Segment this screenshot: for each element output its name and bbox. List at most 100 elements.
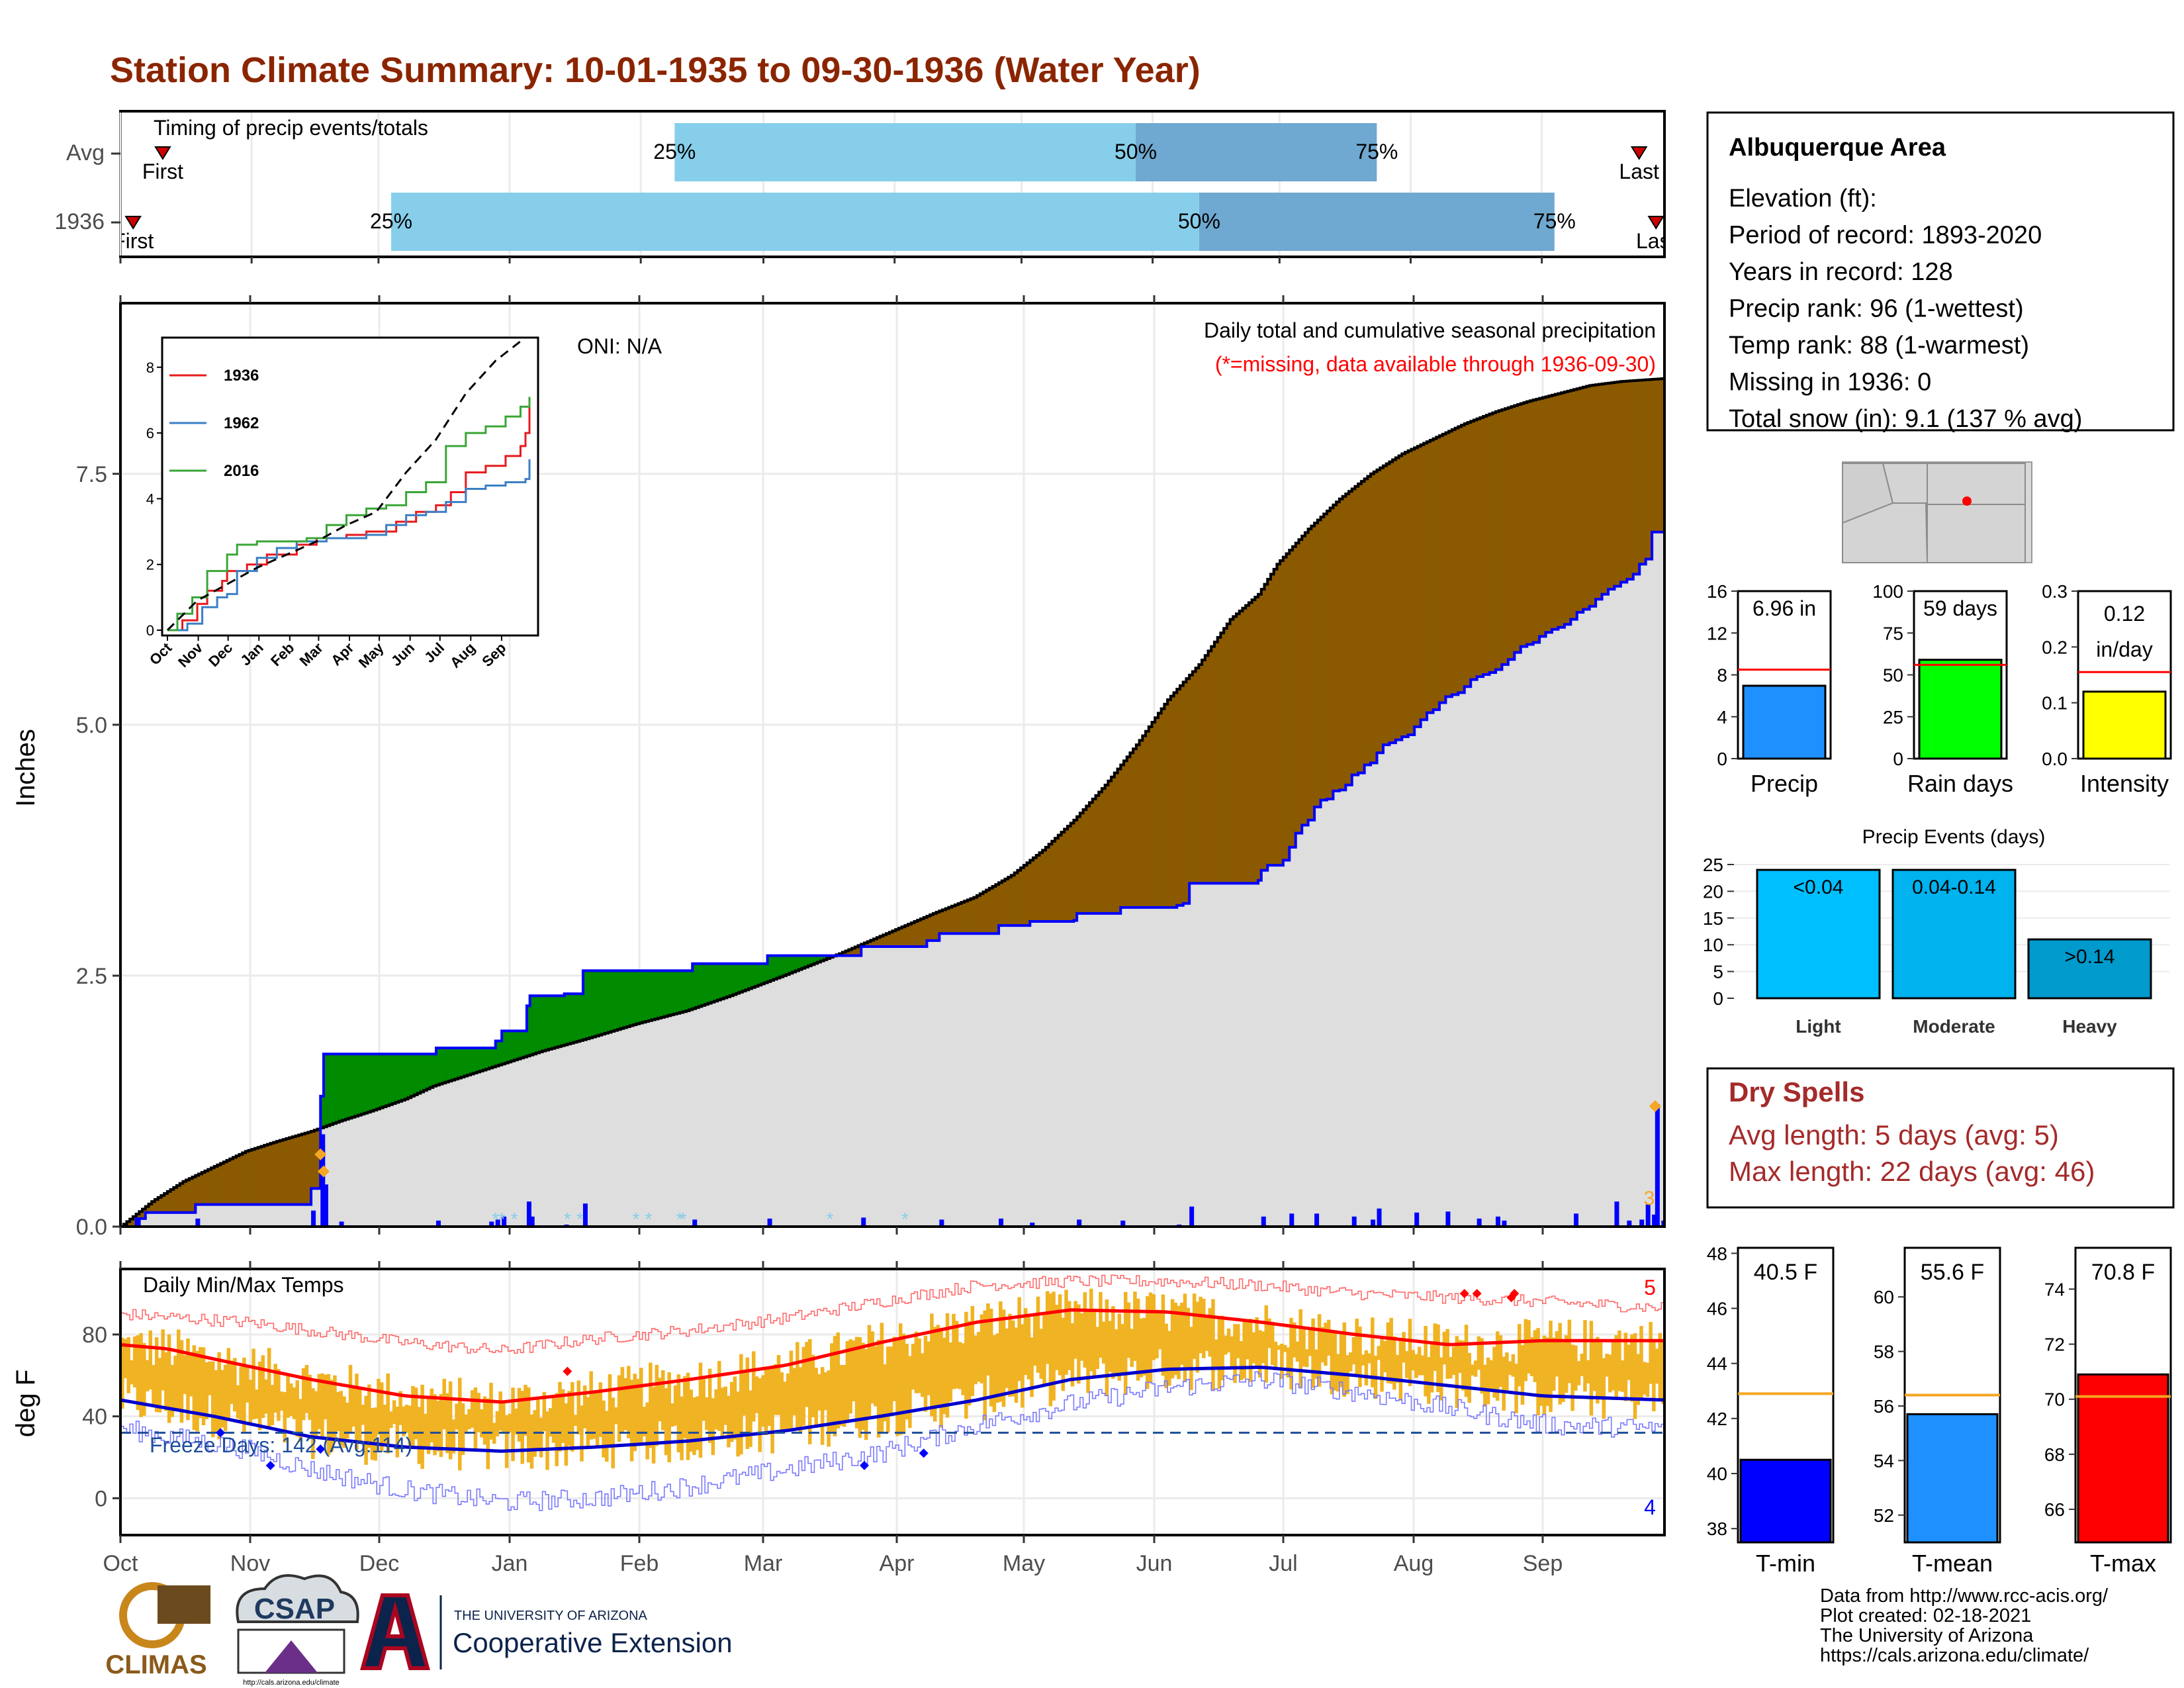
precip-daily-bar: [339, 1221, 344, 1227]
temp-y-tick-label: 40: [82, 1405, 107, 1430]
temp-daily-range-bar: [1483, 1364, 1487, 1407]
precip-daily-bar: [1371, 1219, 1376, 1227]
precip-deficit-segment: [1649, 379, 1653, 559]
temp-daily-range-bar: [279, 1391, 284, 1411]
temp-daily-range-bar: [833, 1336, 837, 1436]
precip-record-marker: [1649, 1100, 1661, 1113]
precip-daily-bar: [1655, 1104, 1660, 1227]
precip-daily-bar: [861, 1217, 866, 1227]
temp-daily-range-bar: [480, 1409, 484, 1438]
precip-deficit-segment: [1236, 614, 1240, 884]
temp-daily-range-bar: [611, 1397, 615, 1469]
temp-daily-range-bar: [1217, 1317, 1222, 1389]
temp-daily-range-bar: [1574, 1345, 1578, 1391]
temp-y-ticks: 0 40 80: [82, 1261, 1544, 1543]
precip-deficit-segment: [942, 910, 946, 934]
temp-daily-range-bar: [686, 1372, 690, 1460]
precip-events-chart: Precip Events (days) 0 5 10 15 20 25 <0.04 Ligh…: [1703, 826, 2169, 1037]
temp-summary-value-label: 70.8 F: [2091, 1260, 2155, 1285]
temp-daily-range-bar: [1167, 1331, 1171, 1386]
precip-deficit-segment: [1255, 596, 1259, 884]
temp-daily-range-bar: [1214, 1339, 1218, 1370]
precip-deficit-segment: [230, 1158, 234, 1205]
temp-daily-range-bar: [1567, 1319, 1572, 1383]
timing-quantile-label: 75%: [1533, 209, 1576, 233]
precip-surplus-segment: [611, 970, 615, 1032]
precip-surplus-segment: [608, 970, 612, 1033]
station-info-line: Temp rank: 88 (1-warmest): [1729, 332, 2029, 359]
precip-surplus-segment: [426, 1054, 431, 1090]
temp-summary-tick-label: 58: [1874, 1342, 1894, 1362]
precip-surplus-segment: [442, 1048, 446, 1084]
temp-daily-range-bar: [570, 1382, 574, 1452]
temp-daily-range-bar: [314, 1391, 318, 1436]
temp-daily-range-bar: [739, 1354, 743, 1455]
temp-daily-range-bar: [308, 1374, 312, 1421]
temp-daily-range-bar: [1101, 1321, 1106, 1364]
temp-daily-range-bar: [1199, 1296, 1203, 1354]
precip-deficit-segment: [1389, 461, 1393, 743]
precip-deficit-segment: [964, 901, 968, 934]
temp-daily-range-bar: [1430, 1344, 1434, 1393]
precip-deficit-segment: [1533, 400, 1537, 643]
temp-daily-range-bar: [1502, 1356, 1506, 1411]
precip-deficit-segment: [1226, 624, 1231, 884]
precip-deficit-segment: [1099, 792, 1103, 914]
temp-daily-range-bar: [1636, 1354, 1641, 1405]
precip-events-tick-label: 15: [1703, 908, 1723, 929]
precip-deficit-segment: [1258, 594, 1262, 880]
month-label: Sep: [1523, 1551, 1563, 1576]
temp-daily-range-bar: [667, 1372, 671, 1463]
temp-daily-range-bar: [1508, 1361, 1512, 1376]
temp-daily-range-bar: [786, 1373, 790, 1432]
precip-surplus-segment: [424, 1054, 428, 1091]
record-low-marker: [216, 1428, 226, 1438]
summary-bar-tick-label: 0.1: [2042, 693, 2068, 714]
precip-deficit-segment: [154, 1199, 159, 1213]
temp-summary-category-label: T-mean: [1912, 1550, 1993, 1577]
precip-deficit-segment: [130, 1219, 134, 1227]
station-info-line: Elevation (ft):: [1729, 185, 1877, 212]
temp-daily-range-bar: [717, 1360, 721, 1431]
precip-surplus-segment: [733, 963, 737, 995]
precip-surplus-segment: [470, 1048, 475, 1074]
temp-daily-range-bar: [1395, 1354, 1400, 1383]
precip-surplus-segment: [576, 994, 580, 1042]
timing-quantile-label: 25%: [653, 140, 696, 164]
temp-daily-range-bar: [727, 1395, 731, 1448]
temp-daily-range-bar: [511, 1387, 515, 1462]
precip-deficit-segment: [1630, 381, 1634, 579]
summary-bar-tick-label: 0: [1893, 749, 1903, 769]
inset-series: [166, 338, 531, 632]
precip-daily-bar: [1627, 1220, 1632, 1227]
precip-deficit-segment: [1471, 421, 1475, 680]
precip-deficit-segment: [1042, 850, 1046, 922]
precip-surplus-segment: [720, 963, 725, 1000]
summary-bar-value: [1742, 684, 1827, 760]
temp-daily-range-bar: [236, 1385, 240, 1419]
temp-daily-range-bar: [1133, 1291, 1137, 1361]
temp-daily-range-bar: [173, 1356, 177, 1409]
precip-surplus-segment: [698, 963, 703, 1007]
temp-y-tick-label: 0: [95, 1486, 107, 1511]
precip-surplus-segment: [705, 963, 709, 1005]
temp-daily-range-bar: [167, 1334, 171, 1423]
precip-deficit-segment: [1570, 390, 1574, 620]
precip-deficit-segment: [192, 1176, 196, 1213]
temp-daily-range-bar: [1627, 1344, 1631, 1380]
station-info-line: Total snow (in): 9.1 (137 % avg): [1729, 405, 2082, 433]
temp-daily-range-bar: [1398, 1340, 1403, 1401]
precip-surplus-segment: [461, 1048, 465, 1078]
precip-deficit-segment: [848, 949, 852, 956]
dry-spells-max: Max length: 22 days (avg: 46): [1729, 1156, 2095, 1187]
precip-surplus-segment: [761, 963, 765, 984]
temp-daily-range-bar: [1270, 1321, 1275, 1366]
precip-deficit-segment: [1536, 399, 1540, 643]
precip-surplus-segment: [727, 963, 731, 997]
temp-daily-range-bar: [1570, 1344, 1574, 1411]
temp-daily-range-bar: [952, 1313, 956, 1389]
temp-daily-range-bar: [445, 1393, 449, 1454]
precip-surplus-segment: [639, 970, 643, 1023]
precip-deficit-segment: [1302, 536, 1306, 825]
temp-daily-range-bar: [639, 1368, 643, 1446]
